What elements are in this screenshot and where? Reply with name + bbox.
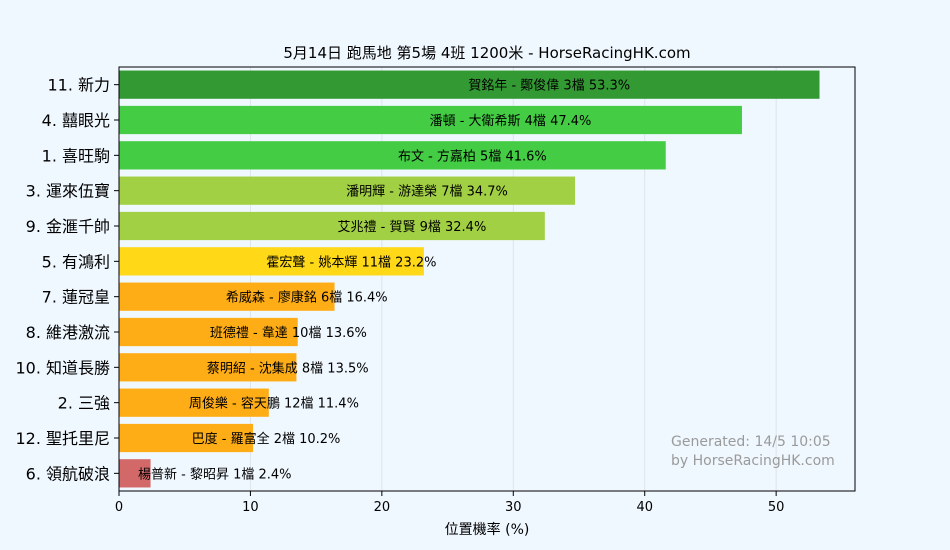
bar [119,317,298,347]
bar-label: 賀銘年 - 鄭俊偉 3檔 53.3% [468,79,630,94]
bar [119,211,545,241]
x-tick-label: 20 [374,500,391,515]
bar-label: 潘明輝 - 游達榮 7檔 34.7% [346,185,508,200]
bar [119,105,742,135]
bar [119,423,254,453]
bar-label: 霍宏聲 - 姚本輝 11檔 23.2% [266,254,436,270]
category-label: 4. 囍眼光 [42,111,110,130]
category-label: 12. 聖托里尼 [15,429,110,448]
bar [119,176,576,205]
category-label: 10. 知道長勝 [15,358,110,377]
y-axis: 11. 新力 4. 囍眼光 1. 喜旺駒 3. 運來伍寶 9. 金滙千帥 5. 有鴻利 7.… [15,76,119,483]
plot-area [119,67,855,491]
bar-label: 蔡明紹 - 沈集成 8檔 13.5% [207,360,369,376]
bar-label: 楊普新 - 黎昭昇 1檔 2.4% [138,466,292,482]
bar-label: 巴度 - 羅富全 2檔 10.2% [192,431,341,447]
category-label: 9. 金滙千帥 [26,217,110,236]
watermark-line-2: by HorseRacingHK.com [671,453,835,469]
x-tick-label: 10 [242,500,259,515]
watermark-line-1: Generated: 14/5 10:05 [671,434,831,450]
x-tick-label: 30 [505,500,522,515]
bar [119,70,820,99]
bar-label: 布文 - 方嘉柏 5檔 41.6% [398,148,547,164]
bars: 賀銘年 - 鄭俊偉 3檔 53.3% 潘頓 - 大衛希斯 4檔 47.4% 布文 -… [119,70,820,488]
bar [119,388,269,417]
x-axis-label: 位置機率 (%) [445,521,530,538]
category-label: 11. 新力 [47,76,110,95]
x-axis: 0 10 20 30 40 50 [115,491,785,515]
bar [119,282,335,311]
category-label: 2. 三強 [58,394,110,413]
plot-frame [118,66,856,492]
category-label: 6. 領航破浪 [26,464,110,483]
category-label: 1. 喜旺駒 [42,146,110,165]
bar [119,459,151,488]
bar [119,247,424,276]
bar-label: 周俊樂 - 容天鵬 12檔 11.4% [189,396,359,412]
bar-label: 潘頓 - 大衛希斯 4檔 47.4% [430,114,592,129]
bar-label: 希威森 - 廖康銘 6檔 16.4% [226,290,388,306]
x-tick-label: 0 [115,500,123,515]
category-label: 5. 有鴻利 [42,252,110,271]
chart-title: 5月14日 跑馬地 第5場 4班 1200米 - HorseRacingHK.c… [283,44,690,62]
x-tick-label: 40 [636,500,653,515]
x-tick-label: 50 [768,500,785,515]
category-label: 7. 蓮冠皇 [42,288,110,307]
category-label: 3. 運來伍寶 [26,182,110,201]
category-label: 8. 維港激流 [26,323,110,342]
bar [119,141,666,170]
bar-label: 艾兆禮 - 賀賢 9檔 32.4% [338,220,487,235]
bar-label: 班德禮 - 韋達 10檔 13.6% [210,326,367,341]
bar [119,353,297,382]
